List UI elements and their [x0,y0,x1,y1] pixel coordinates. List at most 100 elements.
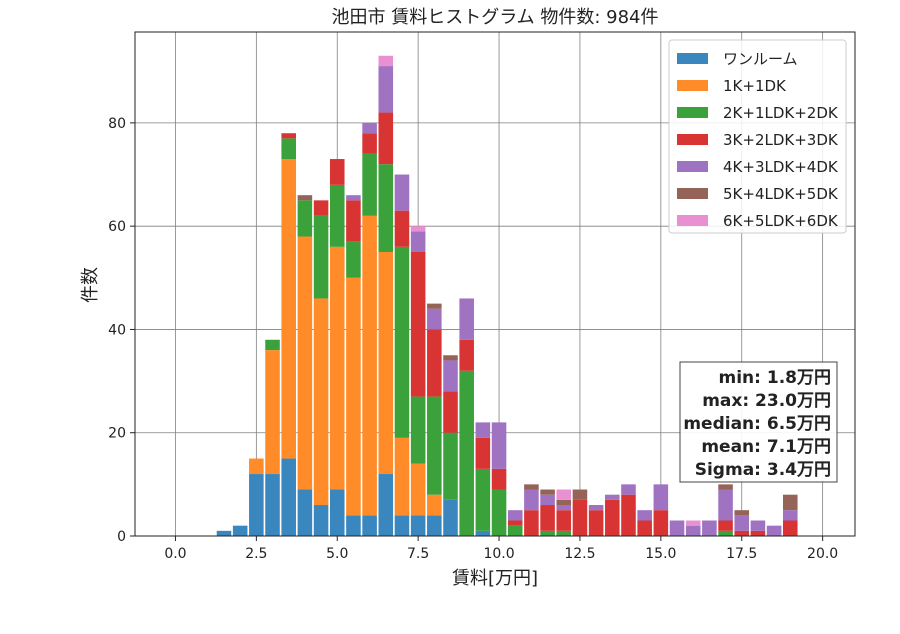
histogram-bar [669,520,685,536]
histogram-bar [265,350,280,475]
histogram-bar [313,200,329,216]
histogram-bar [313,298,329,506]
histogram-bar [783,494,798,511]
histogram-bar [718,484,733,490]
x-tick-label: 0.0 [164,546,186,562]
histogram-bar [346,200,361,242]
histogram-bar [394,174,410,211]
histogram-bar [281,159,296,459]
histogram-bar [572,489,588,500]
histogram-bar [605,499,620,536]
y-tick-label: 40 [108,322,126,338]
histogram-bar [346,515,361,536]
histogram-bar [394,515,410,536]
histogram-bar [556,489,572,500]
legend-swatch [677,134,708,145]
histogram-bar [378,474,394,536]
histogram-bar [524,484,539,490]
histogram-bar [313,215,329,299]
histogram-bar [734,510,750,516]
histogram-bar [410,231,426,252]
histogram-bar [378,55,394,67]
histogram-bar [410,515,426,536]
histogram-bar [507,520,523,526]
histogram-bar [313,505,329,536]
legend-label: 3K+2LDK+3DK [723,131,839,149]
histogram-bar [459,339,474,371]
histogram-bar [637,520,652,536]
histogram-bar [297,195,313,201]
histogram-bar [216,530,232,536]
histogram-bar [427,329,442,397]
histogram-bar [718,530,733,536]
histogram-bar [427,494,442,516]
histogram-bar [443,355,458,361]
histogram-bar [249,458,264,475]
histogram-bar [766,525,782,536]
x-tick-label: 5.0 [326,546,348,562]
histogram-bar [475,437,491,469]
histogram-bar [556,505,572,511]
legend-swatch [677,107,708,118]
y-tick-label: 0 [117,529,126,545]
histogram-bar [297,236,313,490]
histogram-bar [378,66,394,113]
histogram-bar [702,520,717,536]
stats-line: max: 23.0万円 [702,391,831,411]
histogram-bar [475,530,491,536]
legend-label: 1K+1DK [723,77,787,95]
x-tick-label: 12.5 [564,546,595,562]
y-tick-label: 80 [108,116,126,132]
legend-swatch [677,53,708,64]
histogram-bar [362,215,377,516]
histogram-bar [297,489,313,536]
histogram-bar [685,520,701,526]
histogram-bar [394,437,410,516]
histogram-bar [329,489,345,536]
y-tick-label: 20 [108,426,126,442]
histogram-bar [410,251,426,397]
histogram-bar [410,226,426,232]
y-axis-title: 件数 [80,267,101,303]
histogram-bar [556,510,572,531]
histogram-bar [588,505,604,511]
legend: ワンルーム 1K+1DK 2K+1LDK+2DK 3K+2LDK+3DK 4K+3LDK… [668,39,847,234]
histogram-bar [540,505,555,531]
legend-label: 4K+3LDK+4DK [723,158,839,176]
histogram-bar [232,525,248,536]
histogram-bar [427,308,442,330]
histogram-bar [475,468,491,531]
y-tick-label: 60 [108,219,126,235]
histogram-bar [281,458,296,536]
legend-box [668,39,847,234]
histogram-bar [362,133,377,154]
histogram-bar [783,520,798,536]
stats-line: median: 6.5万円 [683,414,831,434]
histogram-bar [362,122,377,134]
histogram-bar [605,494,620,500]
histogram-bar [378,251,394,475]
histogram-bar [540,489,555,495]
histogram-bar [491,422,507,469]
x-tick-label: 15.0 [645,546,676,562]
histogram-bar [540,530,555,536]
histogram-bar [329,184,345,247]
histogram-bar [281,133,296,139]
histogram-bar [783,510,798,521]
histogram-bar [718,520,733,531]
histogram-bar [297,200,313,237]
histogram-bar [281,138,296,160]
histogram-bar [750,530,766,536]
histogram-bar [329,246,345,490]
histogram-bar [443,432,458,500]
histogram-bar [410,396,426,464]
histogram-bar [346,195,361,201]
histogram-bar [637,510,652,521]
histogram-bar [718,489,733,521]
histogram-bar [265,339,280,351]
histogram-bar [507,525,523,536]
bars [216,55,798,536]
histogram-bar [556,530,572,536]
histogram-bar [329,159,345,185]
histogram-bar [621,484,636,495]
